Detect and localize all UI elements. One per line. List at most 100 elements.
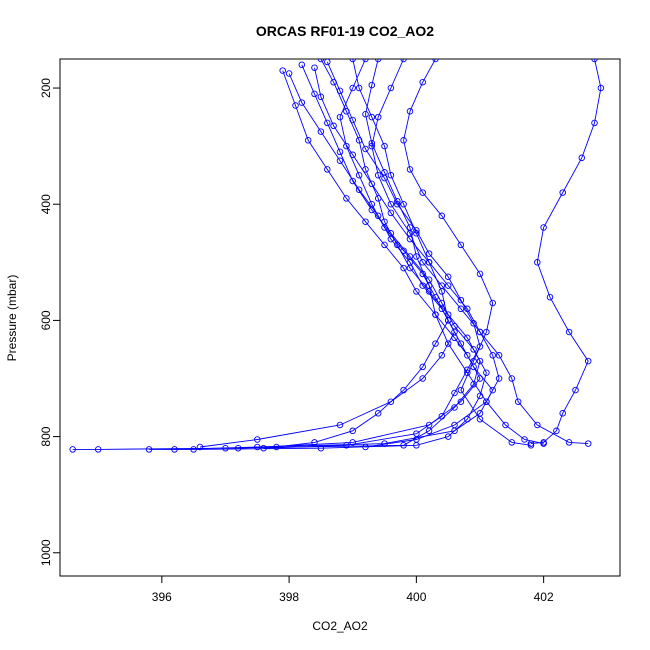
data-point [387, 171, 395, 179]
data-point [317, 128, 325, 135]
data-point [387, 200, 395, 208]
data-point [413, 230, 420, 237]
data-point [406, 108, 414, 115]
data-point [190, 446, 197, 453]
x-tick-label: 398 [279, 590, 299, 604]
plot-frame [59, 58, 621, 577]
data-point [381, 241, 388, 249]
series-line [403, 59, 531, 446]
data-point [457, 398, 465, 405]
series-line [238, 70, 481, 449]
data-point [374, 59, 382, 63]
data-point [413, 288, 420, 295]
data-point [336, 148, 344, 156]
data-point [464, 369, 471, 376]
data-point [559, 189, 566, 196]
data-point [336, 157, 344, 164]
data-point [298, 99, 306, 106]
data-point [368, 139, 376, 147]
data-point [381, 142, 388, 150]
data-point [495, 375, 503, 382]
data-point [591, 59, 598, 63]
data-point [394, 198, 401, 205]
chart-title: ORCAS RF01-19 CO2_AO2 [256, 23, 434, 39]
data-point [311, 64, 318, 71]
data-point [368, 180, 376, 188]
data-point [451, 328, 458, 336]
data-point [387, 209, 395, 217]
series-9 [527, 59, 605, 447]
x-axis-label: CO2_AO2 [312, 619, 368, 633]
series-5 [400, 59, 535, 449]
data-point [349, 116, 356, 124]
data-point [234, 444, 242, 452]
data-point [546, 293, 554, 301]
data-point [540, 224, 547, 231]
data-point [349, 84, 356, 92]
data-point [425, 250, 433, 257]
y-tick-label: 800 [39, 426, 53, 446]
data-point [349, 177, 356, 185]
data-point [444, 282, 452, 289]
data-point [483, 369, 490, 376]
data-point [457, 241, 465, 249]
data-point [489, 386, 496, 394]
data-point [406, 166, 414, 173]
data-point [521, 436, 528, 443]
data-point [260, 444, 267, 452]
data-point [476, 375, 484, 382]
data-point [432, 59, 439, 63]
data-point [349, 439, 356, 446]
data-point [400, 264, 407, 272]
series-line [530, 59, 602, 445]
data-point [349, 427, 356, 435]
series-line [371, 59, 589, 445]
data-point [374, 212, 382, 220]
y-tick-label: 600 [39, 310, 53, 330]
data-point [324, 166, 331, 173]
data-point [196, 443, 204, 451]
data-point [69, 446, 76, 453]
data-point [292, 102, 299, 109]
data-point [502, 421, 509, 429]
data-point [317, 93, 325, 101]
series-line [199, 73, 456, 448]
data-point [94, 446, 102, 453]
series-0 [69, 59, 484, 453]
data-point [285, 70, 293, 77]
data-point [273, 443, 280, 451]
data-point [483, 398, 490, 405]
data-point [355, 186, 363, 193]
y-tick-label: 400 [39, 194, 53, 214]
data-point [476, 415, 484, 423]
data-point [514, 398, 522, 405]
data-point [476, 357, 484, 365]
series-line [276, 59, 449, 448]
series-7 [273, 59, 452, 451]
data-point [298, 61, 306, 69]
series-2 [171, 59, 496, 453]
data-point [362, 59, 369, 63]
data-point [495, 352, 503, 359]
x-tick-label: 402 [534, 590, 554, 604]
series-layer [69, 59, 605, 453]
data-point [565, 328, 573, 336]
data-point [349, 151, 356, 159]
data-point [444, 317, 452, 324]
data-point [343, 442, 350, 449]
data-point [362, 443, 369, 451]
series-line [263, 61, 481, 449]
data-point [476, 328, 484, 336]
series-line [174, 59, 494, 450]
y-tick-label: 1000 [39, 539, 53, 566]
data-point [387, 84, 395, 92]
data-point [578, 154, 586, 162]
series-10 [362, 59, 547, 447]
data-point [324, 119, 331, 127]
data-point [444, 273, 452, 281]
data-point [336, 421, 344, 429]
data-point [381, 224, 388, 231]
series-4 [368, 59, 592, 447]
data-point [527, 442, 535, 449]
